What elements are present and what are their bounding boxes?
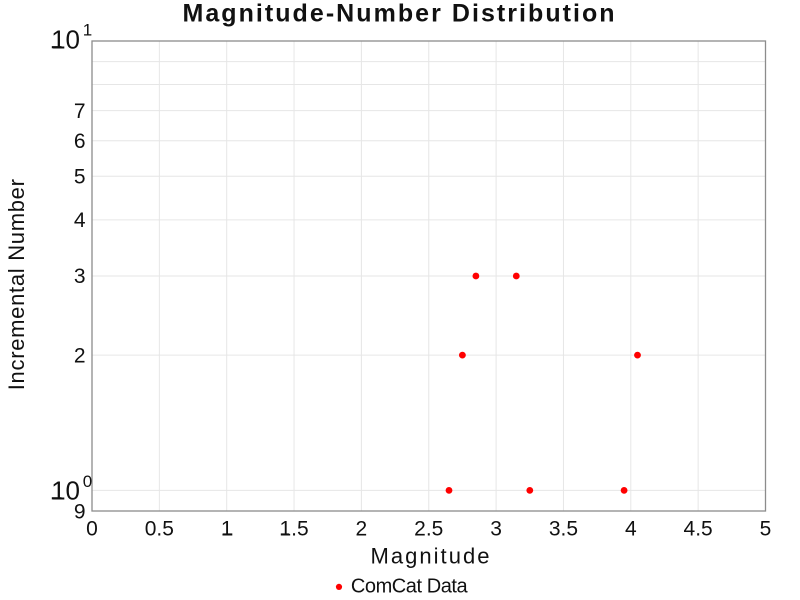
- svg-text:ComCat Data: ComCat Data: [351, 575, 469, 597]
- svg-text:6: 6: [74, 130, 86, 153]
- svg-text:1: 1: [221, 518, 233, 541]
- svg-text:5: 5: [760, 518, 772, 541]
- svg-text:4: 4: [625, 518, 637, 541]
- svg-text:1: 1: [83, 20, 92, 39]
- svg-text:2.5: 2.5: [414, 518, 443, 541]
- svg-text:0: 0: [86, 518, 98, 541]
- svg-text:7: 7: [74, 100, 86, 123]
- svg-text:4: 4: [74, 209, 86, 232]
- svg-text:4.5: 4.5: [684, 518, 713, 541]
- svg-text:10: 10: [51, 24, 80, 54]
- svg-text:1.5: 1.5: [279, 518, 308, 541]
- svg-text:2: 2: [74, 344, 86, 367]
- svg-text:5: 5: [74, 166, 86, 189]
- svg-text:0.5: 0.5: [145, 518, 174, 541]
- svg-text:10: 10: [51, 475, 80, 505]
- svg-text:3: 3: [490, 518, 502, 541]
- svg-text:9: 9: [74, 501, 86, 524]
- svg-text:2: 2: [356, 518, 368, 541]
- svg-text:Magnitude-Number Distribution: Magnitude-Number Distribution: [182, 0, 616, 27]
- svg-text:Incremental Number: Incremental Number: [4, 178, 29, 390]
- svg-text:0: 0: [83, 472, 92, 491]
- svg-text:3: 3: [74, 265, 86, 288]
- svg-text:3.5: 3.5: [549, 518, 578, 541]
- svg-text:Magnitude: Magnitude: [370, 544, 491, 569]
